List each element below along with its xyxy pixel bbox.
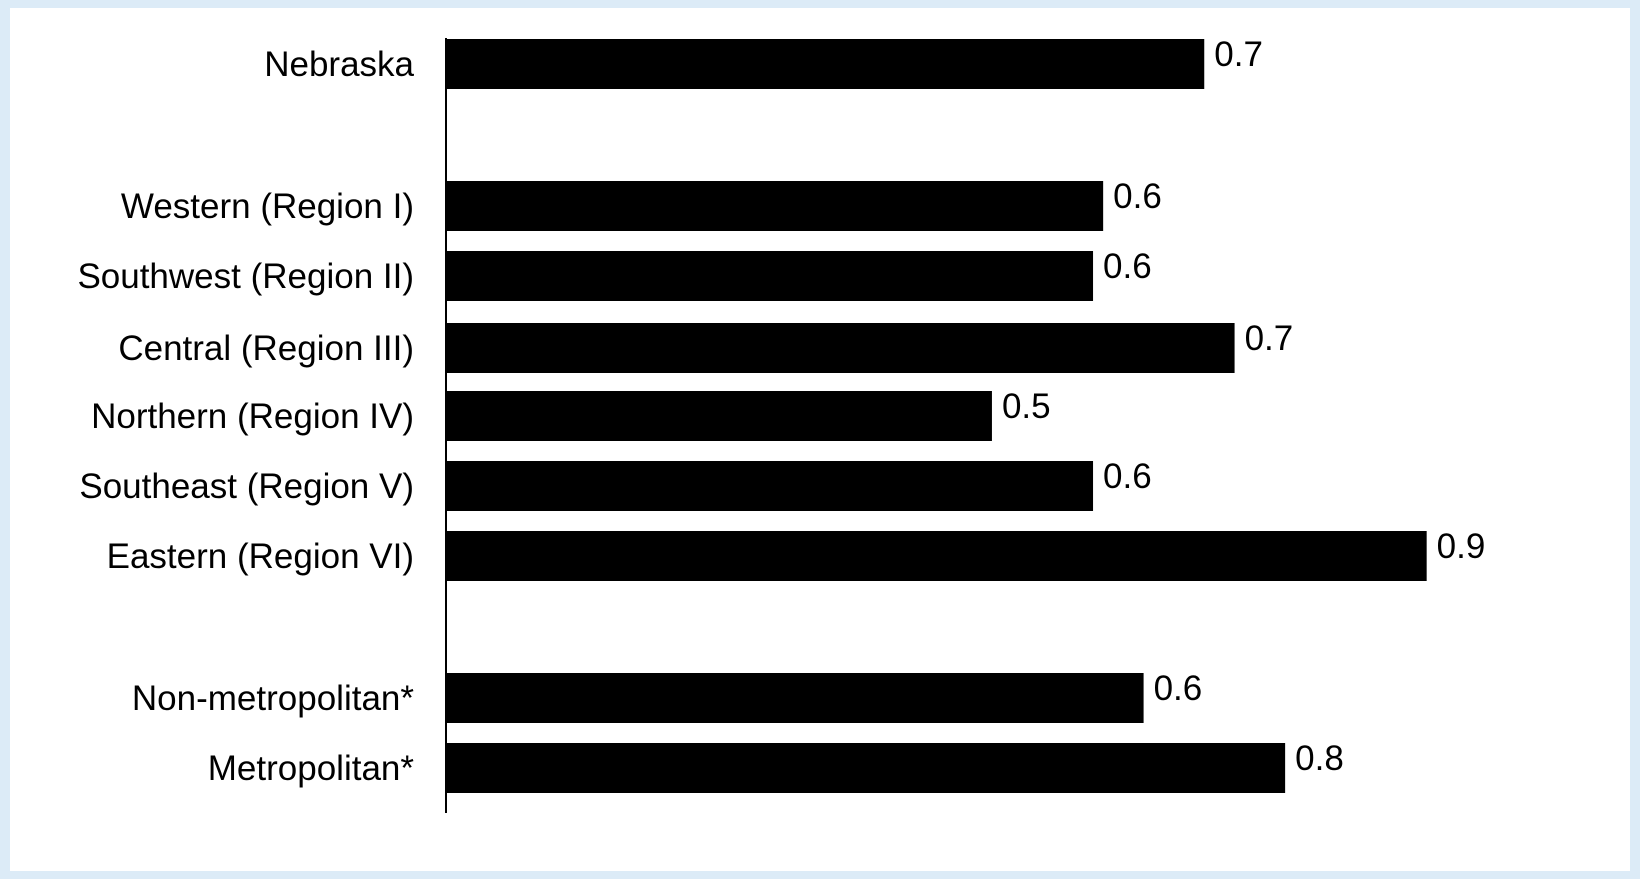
category-label-central-region-iii: Central (Region III) xyxy=(118,329,414,368)
value-label-nebraska: 0.7 xyxy=(1214,35,1263,74)
value-label-northern-region-iv: 0.5 xyxy=(1002,387,1051,426)
bar-eastern-region-vi xyxy=(446,531,1427,581)
value-label-western-region-i: 0.6 xyxy=(1113,177,1162,216)
category-label-southwest-region-ii: Southwest (Region II) xyxy=(77,257,414,296)
value-label-non-metropolitan: 0.6 xyxy=(1154,669,1203,708)
bar-nebraska xyxy=(446,39,1205,89)
category-label-metropolitan: Metropolitan* xyxy=(208,749,415,788)
bar-southwest-region-ii xyxy=(446,251,1094,301)
value-label-southeast-region-v: 0.6 xyxy=(1103,457,1152,496)
bar-western-region-i xyxy=(446,181,1104,231)
bar-central-region-iii xyxy=(446,323,1235,373)
category-label-nebraska: Nebraska xyxy=(264,45,414,84)
value-label-metropolitan: 0.8 xyxy=(1295,739,1344,778)
bar-chart: Nebraska Western (Region I) Southwest (Reg… xyxy=(77,35,1485,813)
category-label-southeast-region-v: Southeast (Region V) xyxy=(79,467,414,506)
bar-southeast-region-v xyxy=(446,461,1094,511)
value-labels: 0.7 0.6 0.6 0.7 0.5 0.6 0.9 0.6 0.8 xyxy=(1002,35,1485,778)
category-label-eastern-region-vi: Eastern (Region VI) xyxy=(107,537,414,576)
category-labels: Nebraska Western (Region I) Southwest (Reg… xyxy=(77,45,414,788)
bar-non-metropolitan xyxy=(446,673,1144,723)
value-label-southwest-region-ii: 0.6 xyxy=(1103,247,1152,286)
bars-layer xyxy=(446,39,1427,793)
value-label-central-region-iii: 0.7 xyxy=(1245,319,1294,358)
category-label-northern-region-iv: Northern (Region IV) xyxy=(91,397,414,436)
bar-metropolitan xyxy=(446,743,1286,793)
bar-northern-region-iv xyxy=(446,391,992,441)
value-label-eastern-region-vi: 0.9 xyxy=(1437,527,1486,566)
chart-frame: Nebraska Western (Region I) Southwest (Reg… xyxy=(10,8,1630,871)
category-label-non-metropolitan: Non-metropolitan* xyxy=(132,679,414,718)
category-label-western-region-i: Western (Region I) xyxy=(121,187,414,226)
